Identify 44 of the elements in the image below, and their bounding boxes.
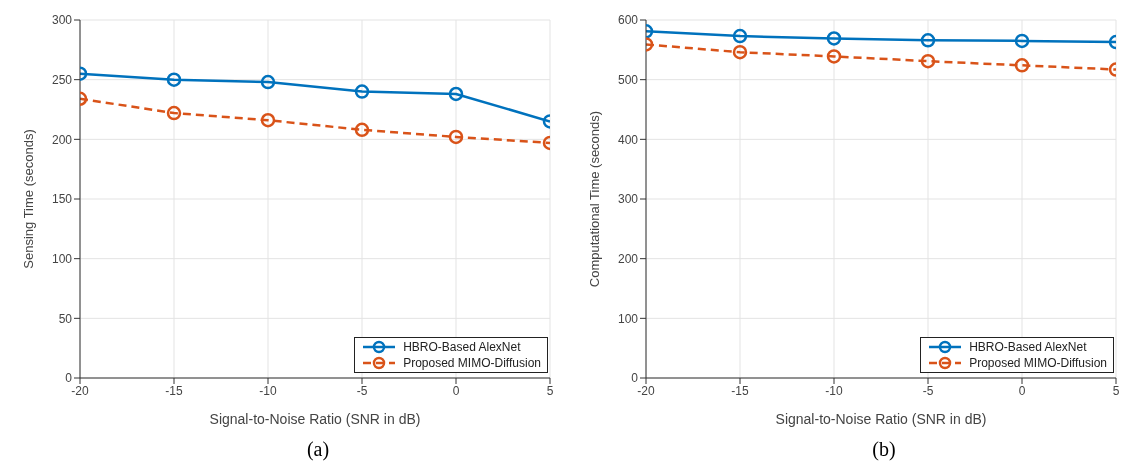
point: [826, 31, 842, 46]
y-axis-title: Computational Time (seconds): [586, 110, 602, 288]
x-tick-label: -10: [825, 383, 843, 398]
y-axis-title: Sensing Time (seconds): [20, 129, 36, 269]
point: [354, 84, 370, 99]
y-tick-label: 100: [617, 311, 639, 326]
y-tick-label: 400: [617, 132, 639, 147]
y-tick-label: 250: [51, 72, 73, 87]
y-tick-label: 0: [631, 371, 639, 386]
point: [260, 74, 276, 90]
x-tick-label: 5: [546, 383, 554, 398]
x-tick-label: -20: [637, 383, 655, 398]
legend-label: Proposed MIMO-Diffusion: [403, 355, 541, 371]
y-tick-label: 200: [51, 132, 73, 147]
y-tick-label: 100: [51, 251, 73, 266]
text: (a): [305, 438, 331, 461]
x-tick-label: 0: [452, 383, 460, 398]
legend-label: Proposed MIMO-Diffusion: [969, 355, 1107, 371]
y-tick-label: 50: [58, 311, 73, 326]
x-tick-label: -5: [922, 383, 934, 398]
y-tick-label: 0: [65, 371, 73, 386]
legend-label: HBRO-Based AlexNet: [969, 339, 1087, 355]
x-axis-title: Signal-to-Noise Ratio (SNR in dB): [775, 411, 987, 427]
point: [354, 122, 370, 138]
point: [826, 49, 842, 64]
x-tick-label: -5: [356, 383, 368, 398]
x-tick-label: -15: [731, 383, 749, 398]
y-tick-label: 500: [617, 72, 639, 87]
y-tick-label: 600: [617, 13, 639, 28]
point: [920, 53, 936, 69]
y-tick-label: 300: [617, 192, 639, 207]
y-tick-label: 200: [617, 251, 639, 266]
y-tick-label: 300: [51, 13, 73, 28]
point: [260, 112, 276, 128]
text: (b): [871, 438, 897, 461]
x-tick-label: 0: [1018, 383, 1026, 398]
x-tick-label: -10: [259, 383, 277, 398]
legend-label: HBRO-Based AlexNet: [403, 339, 521, 355]
x-tick-label: -15: [165, 383, 183, 398]
x-tick-label: 5: [1112, 383, 1120, 398]
y-tick-label: 150: [51, 192, 73, 207]
x-axis-title: Signal-to-Noise Ratio (SNR in dB): [209, 411, 421, 427]
point: [920, 33, 936, 48]
x-tick-label: -20: [71, 383, 89, 398]
